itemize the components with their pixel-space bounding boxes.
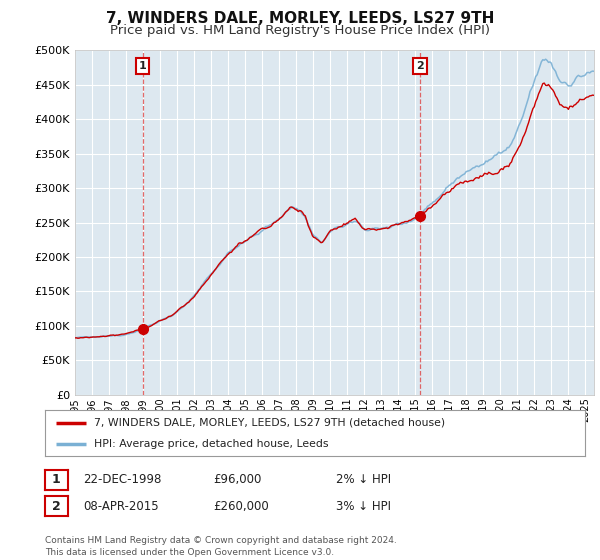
Text: Price paid vs. HM Land Registry's House Price Index (HPI): Price paid vs. HM Land Registry's House … xyxy=(110,24,490,36)
Text: 7, WINDERS DALE, MORLEY, LEEDS, LS27 9TH (detached house): 7, WINDERS DALE, MORLEY, LEEDS, LS27 9TH… xyxy=(94,418,445,428)
Text: 22-DEC-1998: 22-DEC-1998 xyxy=(83,473,161,487)
Text: 1: 1 xyxy=(139,60,146,71)
Text: £260,000: £260,000 xyxy=(213,500,269,513)
Text: HPI: Average price, detached house, Leeds: HPI: Average price, detached house, Leed… xyxy=(94,439,328,449)
Text: 08-APR-2015: 08-APR-2015 xyxy=(83,500,158,513)
Text: 3% ↓ HPI: 3% ↓ HPI xyxy=(336,500,391,513)
Text: 2: 2 xyxy=(52,500,61,513)
Text: £96,000: £96,000 xyxy=(213,473,262,487)
Text: 7, WINDERS DALE, MORLEY, LEEDS, LS27 9TH: 7, WINDERS DALE, MORLEY, LEEDS, LS27 9TH xyxy=(106,11,494,26)
Text: 2: 2 xyxy=(416,60,424,71)
Text: Contains HM Land Registry data © Crown copyright and database right 2024.
This d: Contains HM Land Registry data © Crown c… xyxy=(45,536,397,557)
Text: 2% ↓ HPI: 2% ↓ HPI xyxy=(336,473,391,487)
Text: 1: 1 xyxy=(52,473,61,487)
